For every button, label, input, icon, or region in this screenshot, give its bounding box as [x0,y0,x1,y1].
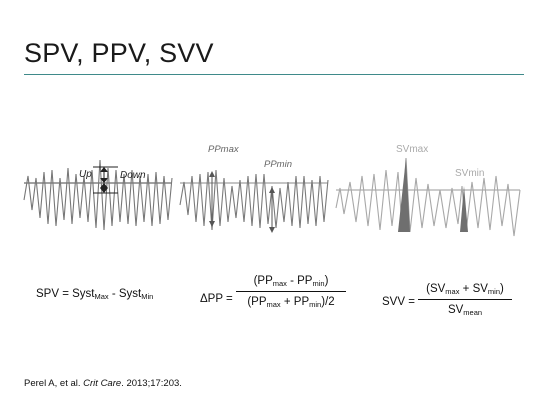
ppv-numerator: (PPmax - PPmin) [253,275,329,288]
spv-waveform-panel: Up Down [23,159,173,231]
ppmax-label: PPmax [208,144,240,155]
ppv-formula-fraction: (PPmax - PPmin) (PPmax + PPmin)/2 [236,275,346,309]
svv-numerator: (SVmax + SVmin) [426,283,504,296]
spv-arterial-waveform [23,159,173,231]
svmax-label: SVmax [396,144,428,155]
spv-formula: SPV = SystMax - SystMin [36,288,154,301]
title-underline [24,74,524,75]
ppv-formula-lhs: ΔPP = [200,293,233,305]
svv-formula-lhs: SVV = [382,296,415,308]
ppmin-label: PPmin [264,159,292,170]
spv-up-arrowhead [100,167,108,172]
ppmax-arrowhead-up [209,171,215,177]
slide-title: SPV, PPV, SVV [24,38,214,68]
svv-fraction-bar [418,299,512,300]
svmin-label: SVmin [455,168,484,179]
ppv-fraction-bar [236,291,346,292]
spv-up-label: Up [79,169,92,180]
ppmax-arrowhead-down [209,221,215,227]
ppmin-arrowhead-up [269,187,275,193]
ppmin-arrowhead-down [269,227,275,233]
svmin-area [460,186,468,232]
spv-down-label: Down [120,170,146,181]
spv-mid-arrowhead-up [100,183,108,188]
ppv-waveform-panel: PPmax PPmin [179,144,329,233]
spv-down-arrowhead [100,188,108,193]
citation: Perel A, et al. Crit Care. 2013;17:203. [24,378,182,389]
ppv-arterial-waveform [179,169,329,231]
svv-formula-fraction: (SVmax + SVmin) SVmean [418,283,512,317]
spv-mid-arrowhead-down [100,178,108,183]
svmax-area [398,158,410,232]
svv-arterial-waveform [335,157,521,237]
svv-waveform-panel: SVmax SVmin [335,144,521,237]
svv-denominator: SVmean [447,304,483,317]
ppv-denominator: (PPmax + PPmin)/2 [247,296,335,309]
